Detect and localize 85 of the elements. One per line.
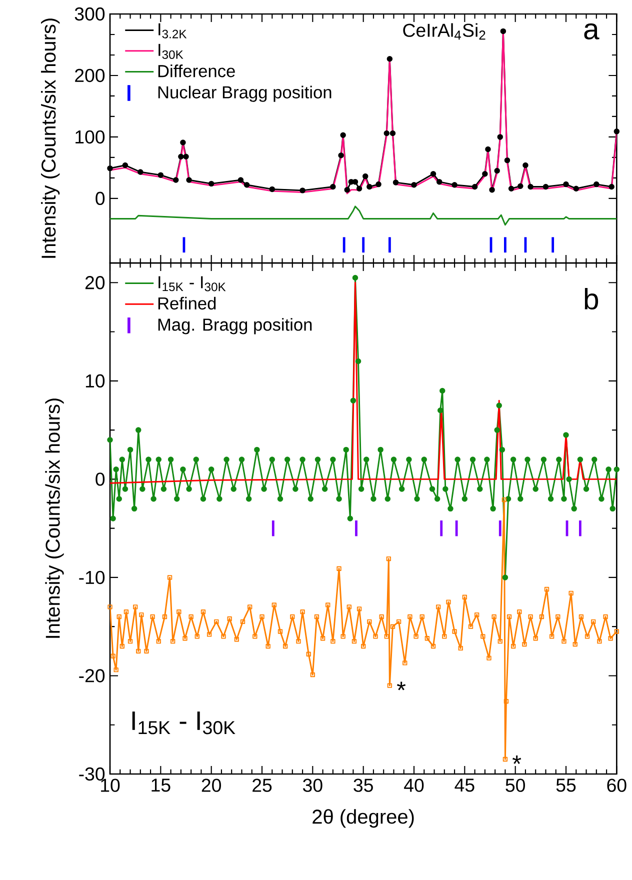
point: [390, 130, 396, 136]
point: [362, 173, 368, 180]
y-tick-label: -10: [79, 570, 105, 584]
point: [178, 154, 184, 160]
point: [376, 181, 382, 188]
y-tick-label: 20: [85, 276, 105, 290]
y-tick-label: -30: [79, 767, 105, 781]
point: [269, 186, 276, 192]
legend-label: Nuclear Bragg position: [158, 86, 332, 102]
annotation: a: [584, 23, 600, 40]
point: [172, 177, 179, 183]
annotation: I$_{15K}$ - I$_{30K}$: [132, 712, 236, 734]
point: [338, 152, 344, 158]
point: [430, 170, 436, 177]
x-tick-label: 30: [302, 778, 322, 792]
point: [489, 186, 495, 193]
x-axis-title: 2θ (degree): [312, 809, 414, 828]
annotation: *: [396, 682, 406, 690]
point: [452, 182, 458, 188]
point: [186, 177, 192, 183]
legend-label: I$_{15K}$ - I$_{30K}$: [158, 276, 226, 292]
y-tick-label: 300: [74, 7, 105, 21]
x-tick-label: 50: [506, 778, 525, 792]
legend-label: I$_{3.2K}$: [158, 23, 187, 38]
point: [392, 180, 399, 186]
point: [494, 168, 500, 174]
x-tick-label: 40: [404, 778, 424, 792]
point: [542, 184, 549, 190]
point: [504, 157, 510, 164]
point: [158, 172, 164, 178]
annotation: b: [584, 288, 598, 310]
point: [594, 181, 600, 188]
point: [180, 140, 186, 146]
point: [344, 186, 350, 193]
legend-label: Difference: [158, 64, 235, 78]
y-tick-label: 200: [75, 68, 105, 82]
point: [563, 181, 569, 188]
point: [244, 182, 250, 188]
point: [472, 184, 478, 190]
point: [384, 130, 390, 136]
point: [573, 186, 580, 192]
point: [411, 182, 417, 188]
point: [436, 178, 442, 185]
point: [614, 128, 620, 134]
line-series: [110, 282, 617, 484]
point: [122, 162, 128, 168]
point: [518, 183, 524, 190]
annotation: CeIrAl$_{4}$Si$_{2}$: [403, 23, 486, 40]
y-axis-title: Intensity (Counts/six hours): [45, 398, 64, 638]
legend-label: Refined: [158, 296, 216, 310]
annotation: *: [512, 756, 522, 764]
point: [356, 186, 362, 192]
point: [508, 186, 514, 192]
point: [386, 56, 393, 62]
point: [183, 154, 189, 160]
point: [522, 162, 528, 168]
point: [330, 184, 336, 190]
x-tick-label: 55: [556, 778, 576, 792]
point: [528, 184, 534, 190]
x-tick-label: 15: [152, 778, 170, 792]
x-tick-label: 45: [454, 778, 474, 792]
y-tick-label: 0: [96, 472, 105, 486]
point: [500, 28, 506, 34]
point: [497, 134, 503, 140]
legend-label: I$_{30K}$: [158, 44, 184, 59]
y-tick-label: 100: [76, 130, 105, 144]
point: [300, 188, 306, 194]
y-tick-label: 10: [86, 374, 105, 388]
x-tick-label: 60: [607, 778, 626, 792]
point: [366, 184, 372, 190]
point: [482, 170, 488, 177]
x-tick-label: 20: [202, 778, 221, 792]
y-axis-title: Intensity (Counts/six hours): [41, 18, 60, 258]
legend-label: Mag. Bragg position: [158, 318, 312, 334]
point: [138, 169, 144, 175]
x-tick-label: 35: [354, 778, 373, 792]
y-tick-label: -20: [79, 669, 105, 682]
point: [208, 180, 214, 187]
x-tick-label: 25: [252, 778, 272, 792]
point: [107, 165, 113, 172]
point: [485, 146, 491, 152]
point: [608, 184, 614, 190]
point: [340, 132, 346, 138]
y-tick-label: 0: [96, 192, 105, 206]
point: [238, 177, 244, 183]
